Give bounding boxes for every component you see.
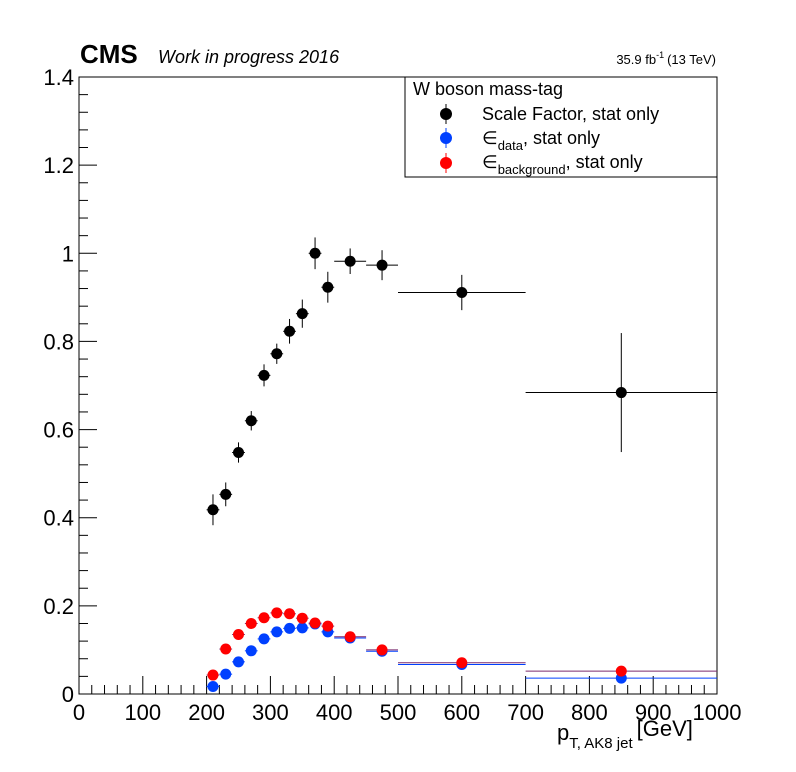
x-tick-label: 600 <box>443 700 480 725</box>
sf-point <box>220 488 232 500</box>
legend-bkg-symbol: ∈ <box>482 152 498 172</box>
x-tick-label: 400 <box>316 700 353 725</box>
legend-data-text: ∈data, stat only <box>482 128 600 153</box>
bkg-point <box>245 617 257 629</box>
x-tick-label: 1000 <box>693 700 742 725</box>
legend-bkg-marker <box>440 157 452 169</box>
x-tick-label: 900 <box>635 700 672 725</box>
lumi-exponent: -1 <box>656 50 664 60</box>
x-tick-label: 500 <box>380 700 417 725</box>
data-point <box>245 645 257 657</box>
legend-bkg-sub: background <box>498 162 566 177</box>
sf-point <box>271 348 283 360</box>
sf-point <box>309 247 321 259</box>
bkg-point <box>322 620 334 632</box>
bkg-point <box>220 643 232 655</box>
legend-bkg-text: ∈background, stat only <box>482 152 643 177</box>
y-tick-label: 0 <box>62 682 74 707</box>
data-point <box>258 633 270 645</box>
data-point <box>220 668 232 680</box>
y-tick-label: 1.4 <box>43 65 74 90</box>
sf-point <box>207 504 219 516</box>
sf-point <box>456 287 468 299</box>
legend: W boson mass-tag Scale Factor, stat only… <box>404 76 718 178</box>
bkg-point <box>284 608 296 620</box>
status-label: Work in progress 2016 <box>158 47 340 67</box>
bkg-point <box>296 612 308 624</box>
legend-title: W boson mass-tag <box>413 79 563 99</box>
sf-point <box>284 325 296 337</box>
bkg-point <box>344 631 356 643</box>
sf-point <box>376 259 388 271</box>
bkg-point <box>615 665 627 677</box>
sf-point <box>245 415 257 427</box>
x-tick-label: 300 <box>252 700 289 725</box>
data-point <box>296 622 308 634</box>
sf-point <box>615 387 627 399</box>
data-point <box>207 681 219 693</box>
x-tick-label: 800 <box>571 700 608 725</box>
x-axis-title-sub: T, AK8 jet <box>569 735 633 752</box>
luminosity-label: 35.9 fb-1 (13 TeV) <box>616 50 716 67</box>
bkg-point <box>233 629 244 641</box>
energy-label: (13 TeV) <box>667 52 716 67</box>
sf-point <box>233 446 244 458</box>
legend-sf-marker <box>440 108 452 120</box>
sf-point <box>322 281 334 293</box>
bkg-point <box>258 612 270 624</box>
x-axis-title: pT, AK8 jet[GeV] <box>557 716 693 752</box>
sf-point <box>258 369 270 381</box>
data-point <box>271 626 283 638</box>
legend-box <box>404 76 718 178</box>
y-tick-label: 0.6 <box>43 418 74 443</box>
y-tick-label: 0.4 <box>43 506 74 531</box>
bkg-point <box>207 669 219 681</box>
bkg-point <box>456 657 468 669</box>
legend-bkg-label: , stat only <box>566 152 643 172</box>
data-marks <box>206 237 717 693</box>
x-tick-label: 200 <box>188 700 225 725</box>
legend-data-symbol: ∈ <box>482 128 498 148</box>
legend-data-marker <box>440 132 452 144</box>
x-axis-title-main: p <box>557 720 569 745</box>
axes: 0 100 200 300 400 500 600 700 800 900 1000 0 0.2 0.4 0… <box>43 65 741 725</box>
y-tick-label: 0.2 <box>43 594 74 619</box>
sf-point <box>344 255 356 267</box>
data-point <box>284 622 296 634</box>
y-tick-label: 1.2 <box>43 153 74 178</box>
bkg-point <box>271 607 283 619</box>
y-tick-label: 1 <box>62 241 74 266</box>
y-tick-label: 0.8 <box>43 329 74 354</box>
x-tick-label: 700 <box>507 700 544 725</box>
data-point <box>233 656 244 668</box>
bkg-point <box>309 617 321 629</box>
lumi-value: 35.9 fb <box>616 52 656 67</box>
experiment-label: CMS <box>80 39 138 69</box>
sf-point <box>296 308 308 320</box>
legend-data-label: , stat only <box>523 128 600 148</box>
x-axis-title-unit: [GeV] <box>637 716 693 741</box>
x-tick-label: 100 <box>124 700 161 725</box>
bkg-point <box>376 644 388 656</box>
x-tick-label: 0 <box>73 700 85 725</box>
legend-data-sub: data <box>498 138 524 153</box>
legend-sf-text: Scale Factor, stat only <box>482 104 659 124</box>
